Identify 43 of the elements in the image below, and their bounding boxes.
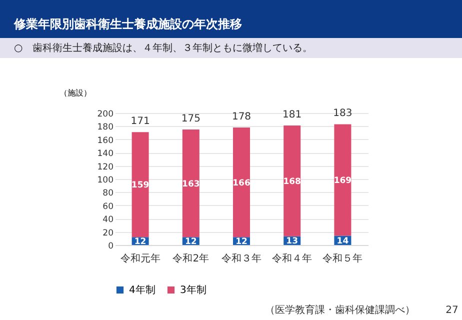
y-tick-label: 80 xyxy=(102,188,114,199)
data-label: 166 xyxy=(232,178,250,188)
chart-title: 修業年限別歯科衛生士養成施設の年次推移 xyxy=(13,17,242,31)
total-label: 181 xyxy=(282,110,302,121)
legend-label: 4年制 xyxy=(129,284,156,296)
y-tick-label: 0 xyxy=(108,242,114,252)
data-label: 14 xyxy=(336,236,349,246)
y-tick-label: 100 xyxy=(97,176,114,186)
y-tick-label: 40 xyxy=(102,215,114,226)
data-label: 12 xyxy=(236,237,248,248)
data-label: 12 xyxy=(134,237,146,248)
data-label: 169 xyxy=(334,176,352,186)
bar xyxy=(182,130,200,238)
x-tick-label: 令和４年 xyxy=(272,252,312,264)
bar xyxy=(334,124,352,236)
data-label: 168 xyxy=(283,176,302,187)
chart-subtitle: ○ 歯科衛生士養成施設は、４年制、３年制ともに微増している。 xyxy=(14,42,313,54)
x-tick-label: 令和2年 xyxy=(172,252,210,264)
data-label: 12 xyxy=(184,237,197,248)
y-tick-label: 180 xyxy=(97,122,114,133)
total-label: 175 xyxy=(181,114,200,124)
y-tick-label: 140 xyxy=(97,149,114,160)
legend-label: 3年制 xyxy=(180,284,206,296)
bar xyxy=(132,132,149,238)
total-label: 183 xyxy=(333,108,352,120)
x-tick-label: 令和３年 xyxy=(222,252,262,264)
data-label: 163 xyxy=(182,179,200,190)
text: 27 xyxy=(446,305,458,316)
total-label: 178 xyxy=(232,112,252,123)
y-tick-label: 60 xyxy=(102,202,114,212)
total-label: 171 xyxy=(130,116,150,128)
data-label: 159 xyxy=(131,180,150,191)
x-tick-label: 令和５年 xyxy=(322,252,363,264)
y-tick-label: 120 xyxy=(97,162,114,172)
text: （医学教育課・歯科保健課調べ） xyxy=(265,304,415,316)
y-tick-label: 20 xyxy=(102,228,114,238)
bar xyxy=(233,128,250,238)
y-tick-label: 160 xyxy=(97,136,114,146)
y-axis-title: （施設） xyxy=(60,88,92,98)
bar xyxy=(284,126,301,236)
y-tick-label: 200 xyxy=(97,110,114,120)
data-label: 13 xyxy=(286,236,298,247)
x-tick-label: 令和元年 xyxy=(120,252,160,264)
